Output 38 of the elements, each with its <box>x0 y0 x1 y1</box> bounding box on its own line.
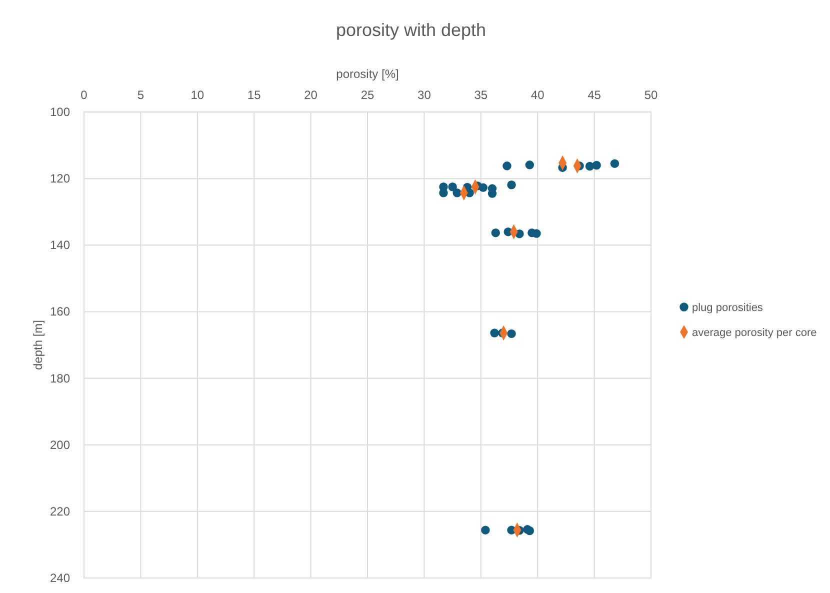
point <box>525 160 534 170</box>
y-tick-label: 140 <box>50 238 70 252</box>
y-tick-label: 120 <box>50 172 70 186</box>
y-tick-label: 180 <box>50 371 70 386</box>
y-tick-label: 100 <box>50 105 70 119</box>
point <box>481 526 490 534</box>
y-tick-label: 220 <box>50 504 70 518</box>
point <box>452 188 462 198</box>
y-tick-label: 200 <box>50 438 70 452</box>
point <box>490 328 499 338</box>
point <box>525 526 534 536</box>
point <box>448 182 457 192</box>
x-axis-title: porosity [%] <box>336 67 399 81</box>
x-tick-label: 20 <box>304 88 318 102</box>
legend-label: average porosity per core <box>692 327 817 339</box>
point <box>507 329 516 338</box>
x-tick-label: 15 <box>247 88 262 102</box>
point <box>507 180 516 190</box>
x-tick-label: 45 <box>588 88 602 102</box>
y-axis-title: depth [m] <box>31 320 45 370</box>
point <box>491 228 500 238</box>
point <box>439 188 448 198</box>
x-tick-label: 30 <box>418 88 432 102</box>
x-tick-label: 10 <box>190 88 204 102</box>
x-tick-label: 25 <box>360 88 374 102</box>
legend-label: plug porosities <box>692 302 764 314</box>
chart-title: porosity with depth <box>336 20 486 40</box>
x-tick-label: 40 <box>530 88 545 102</box>
point <box>610 159 620 168</box>
point <box>592 160 601 170</box>
x-tick-label: 50 <box>644 88 658 102</box>
y-tick-label: 160 <box>50 304 70 319</box>
point <box>502 162 512 170</box>
y-tick-label: 240 <box>50 571 70 585</box>
x-tick-label: 0 <box>80 88 88 102</box>
point <box>478 183 488 192</box>
x-tick-label: 5 <box>137 88 144 102</box>
x-tick-label: 35 <box>474 88 488 102</box>
